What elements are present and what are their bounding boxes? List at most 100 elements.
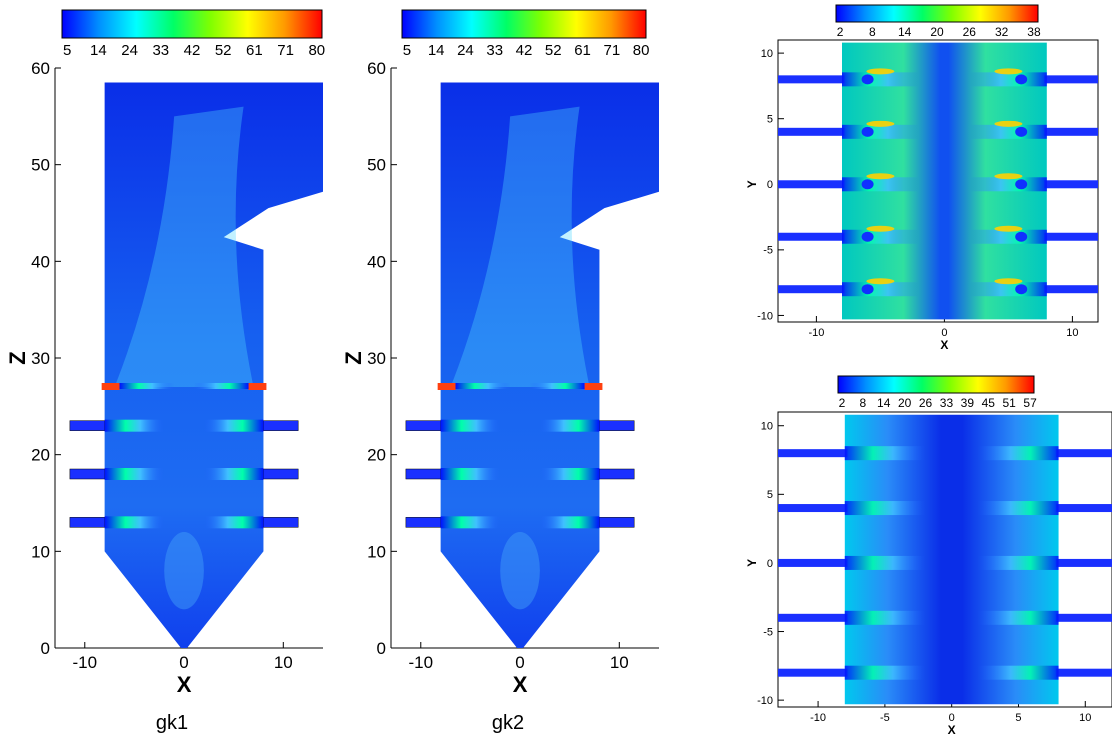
y-tick-label: 50 bbox=[367, 156, 386, 175]
y-tick-label: 20 bbox=[367, 446, 386, 465]
jet-left bbox=[440, 468, 501, 480]
jet-left bbox=[842, 72, 919, 87]
colorbar-tick-label: 2 bbox=[837, 25, 844, 39]
panel-caption: gk1 bbox=[156, 712, 188, 734]
hot-band bbox=[866, 278, 895, 285]
plan-colorbar bbox=[837, 375, 1035, 394]
colorbar-tick-label: 57 bbox=[1023, 396, 1037, 410]
colorbar-tick-label: 61 bbox=[246, 42, 263, 59]
colorbar-tick-label: 5 bbox=[63, 42, 71, 59]
panel-gk1: 5 14 24 33 42 52 61 71 80 -10 0 10 0 10 20 30 40 50 60 X Zgk… bbox=[5, 9, 325, 734]
burner-nozzle bbox=[437, 383, 456, 390]
y-tick-label: 10 bbox=[761, 421, 773, 433]
hot-band bbox=[866, 68, 895, 75]
panel-gk2: 5 14 24 33 42 52 61 71 80 -10 0 10 0 10 20 30 40 50 60 X Zgk… bbox=[341, 9, 659, 734]
jet-right bbox=[539, 419, 600, 432]
colorbar-tick-label: 51 bbox=[1002, 396, 1016, 410]
burner-duct bbox=[263, 468, 299, 480]
colorbar-tick-label: 26 bbox=[963, 25, 977, 39]
y-tick-label: 20 bbox=[31, 446, 50, 465]
y-tick-label: 30 bbox=[31, 349, 50, 368]
vortex-core bbox=[861, 179, 874, 190]
x-tick-label: -10 bbox=[808, 327, 824, 339]
vortex-core bbox=[861, 231, 874, 242]
y-tick-label: 10 bbox=[367, 542, 386, 561]
jet-right bbox=[978, 446, 1059, 461]
colorbar-tick-label: 33 bbox=[940, 396, 954, 410]
jet-right bbox=[203, 516, 264, 529]
hot-band bbox=[866, 225, 895, 232]
jet-left bbox=[842, 124, 919, 139]
jet-left bbox=[455, 383, 511, 389]
hot-band bbox=[994, 278, 1023, 285]
burner-nozzle bbox=[248, 383, 267, 390]
burner-duct bbox=[599, 420, 635, 431]
colorbar-tick-label: 14 bbox=[898, 25, 912, 39]
y-tick-label: 60 bbox=[31, 59, 50, 78]
burner-duct bbox=[1044, 127, 1098, 136]
burner-duct bbox=[778, 232, 845, 241]
y-tick-label: -10 bbox=[757, 310, 773, 322]
colorbar-tick-label: 80 bbox=[308, 42, 325, 59]
y-tick-label: 10 bbox=[31, 542, 50, 561]
burner-duct bbox=[1055, 449, 1112, 458]
burner-duct bbox=[1044, 75, 1098, 84]
y-tick-label: 5 bbox=[767, 489, 773, 501]
colorbar-tick-label: 61 bbox=[574, 42, 591, 59]
jet-right bbox=[539, 516, 600, 529]
hot-band bbox=[866, 120, 895, 127]
burner-duct bbox=[69, 517, 105, 528]
jet-right bbox=[539, 468, 600, 480]
burner-duct bbox=[778, 127, 845, 136]
jet-right bbox=[970, 282, 1047, 297]
y-axis-label: Y bbox=[745, 559, 759, 567]
burner-nozzle bbox=[101, 383, 120, 390]
x-tick-label: 10 bbox=[274, 653, 293, 672]
y-tick-label: -5 bbox=[763, 245, 773, 257]
vortex-core bbox=[1015, 284, 1028, 295]
colorbar-tick-label: 52 bbox=[215, 42, 232, 59]
flow-plume bbox=[450, 106, 590, 388]
flow-plume bbox=[114, 106, 254, 388]
hot-band bbox=[994, 225, 1023, 232]
y-tick-label: 0 bbox=[767, 558, 773, 570]
burner-duct bbox=[778, 449, 848, 458]
y-tick-label: 40 bbox=[31, 252, 50, 271]
burner-duct bbox=[263, 517, 299, 528]
y-axis-label: Z bbox=[341, 351, 366, 364]
panel-top-section: 2 8 14 20 26 32 38 -10 0 10 -10 -5 0 5 10 X Y bbox=[745, 4, 1099, 352]
hot-band bbox=[994, 120, 1023, 127]
burner-duct bbox=[1044, 180, 1098, 189]
burner-duct bbox=[599, 517, 635, 528]
colorbar-tick-label: 71 bbox=[603, 42, 620, 59]
x-tick-label: 10 bbox=[610, 653, 629, 672]
jet-left bbox=[104, 516, 165, 529]
colorbar-tick-label: 80 bbox=[633, 42, 650, 59]
jet-right bbox=[978, 501, 1059, 516]
y-tick-label: 60 bbox=[367, 59, 386, 78]
colorbar-tick-label: 26 bbox=[919, 396, 933, 410]
y-axis-label: Z bbox=[5, 351, 30, 364]
x-tick-label: 0 bbox=[515, 653, 524, 672]
x-axis-label: X bbox=[940, 338, 948, 352]
colorbar-tick-label: 33 bbox=[152, 42, 169, 59]
jet-right bbox=[970, 229, 1047, 244]
jet-left bbox=[842, 229, 919, 244]
colorbar-tick-label: 24 bbox=[457, 42, 474, 59]
colorbar-tick-label: 8 bbox=[869, 25, 876, 39]
jet-left bbox=[119, 383, 175, 389]
x-tick-label: 10 bbox=[1079, 712, 1091, 724]
hot-band bbox=[994, 68, 1023, 75]
colorbar-tick-label: 38 bbox=[1027, 25, 1041, 39]
y-tick-label: 0 bbox=[41, 639, 50, 658]
x-tick-label: -5 bbox=[880, 712, 890, 724]
colorbar-tick-label: 52 bbox=[545, 42, 562, 59]
colorbar-tick-label: 20 bbox=[930, 25, 944, 39]
burner-duct bbox=[599, 468, 635, 480]
y-tick-label: 30 bbox=[367, 349, 386, 368]
hopper-glow bbox=[500, 532, 540, 610]
hot-band bbox=[994, 173, 1023, 180]
x-axis-label: X bbox=[177, 672, 192, 697]
jet-left bbox=[844, 446, 925, 461]
x-tick-label: -10 bbox=[408, 653, 433, 672]
